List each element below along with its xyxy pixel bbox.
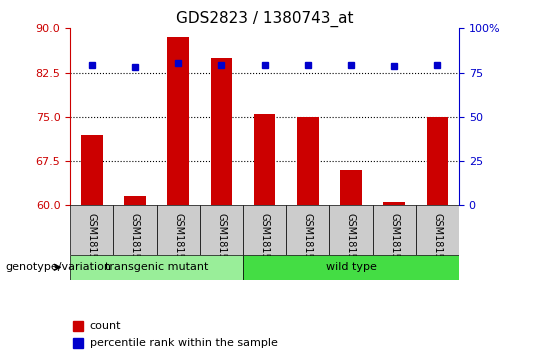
FancyBboxPatch shape — [373, 205, 416, 255]
Text: count: count — [90, 321, 121, 331]
Bar — [81, 135, 103, 205]
FancyBboxPatch shape — [113, 205, 157, 255]
Bar — [340, 170, 362, 205]
Text: GSM181537: GSM181537 — [87, 213, 97, 272]
FancyBboxPatch shape — [157, 205, 200, 255]
FancyBboxPatch shape — [70, 255, 243, 280]
Bar — [167, 37, 189, 205]
Bar — [254, 114, 275, 205]
Bar — [297, 117, 319, 205]
Text: GSM181540: GSM181540 — [217, 213, 226, 272]
FancyBboxPatch shape — [286, 205, 329, 255]
Text: GSM181539: GSM181539 — [173, 213, 183, 272]
FancyBboxPatch shape — [243, 205, 286, 255]
Text: genotype/variation: genotype/variation — [5, 262, 111, 272]
Text: wild type: wild type — [326, 262, 376, 272]
FancyBboxPatch shape — [416, 205, 459, 255]
Title: GDS2823 / 1380743_at: GDS2823 / 1380743_at — [176, 11, 353, 27]
Text: GSM181542: GSM181542 — [303, 213, 313, 272]
Text: GSM181544: GSM181544 — [389, 213, 399, 272]
FancyBboxPatch shape — [329, 205, 373, 255]
Text: GSM181543: GSM181543 — [346, 213, 356, 272]
FancyBboxPatch shape — [200, 205, 243, 255]
Bar — [383, 202, 405, 205]
Bar — [427, 117, 448, 205]
FancyBboxPatch shape — [243, 255, 459, 280]
Text: percentile rank within the sample: percentile rank within the sample — [90, 338, 278, 348]
FancyBboxPatch shape — [70, 205, 113, 255]
Bar — [124, 196, 146, 205]
Text: transgenic mutant: transgenic mutant — [105, 262, 208, 272]
Text: GSM181545: GSM181545 — [433, 213, 442, 272]
Text: GSM181541: GSM181541 — [260, 213, 269, 272]
Text: GSM181538: GSM181538 — [130, 213, 140, 272]
Bar — [211, 58, 232, 205]
